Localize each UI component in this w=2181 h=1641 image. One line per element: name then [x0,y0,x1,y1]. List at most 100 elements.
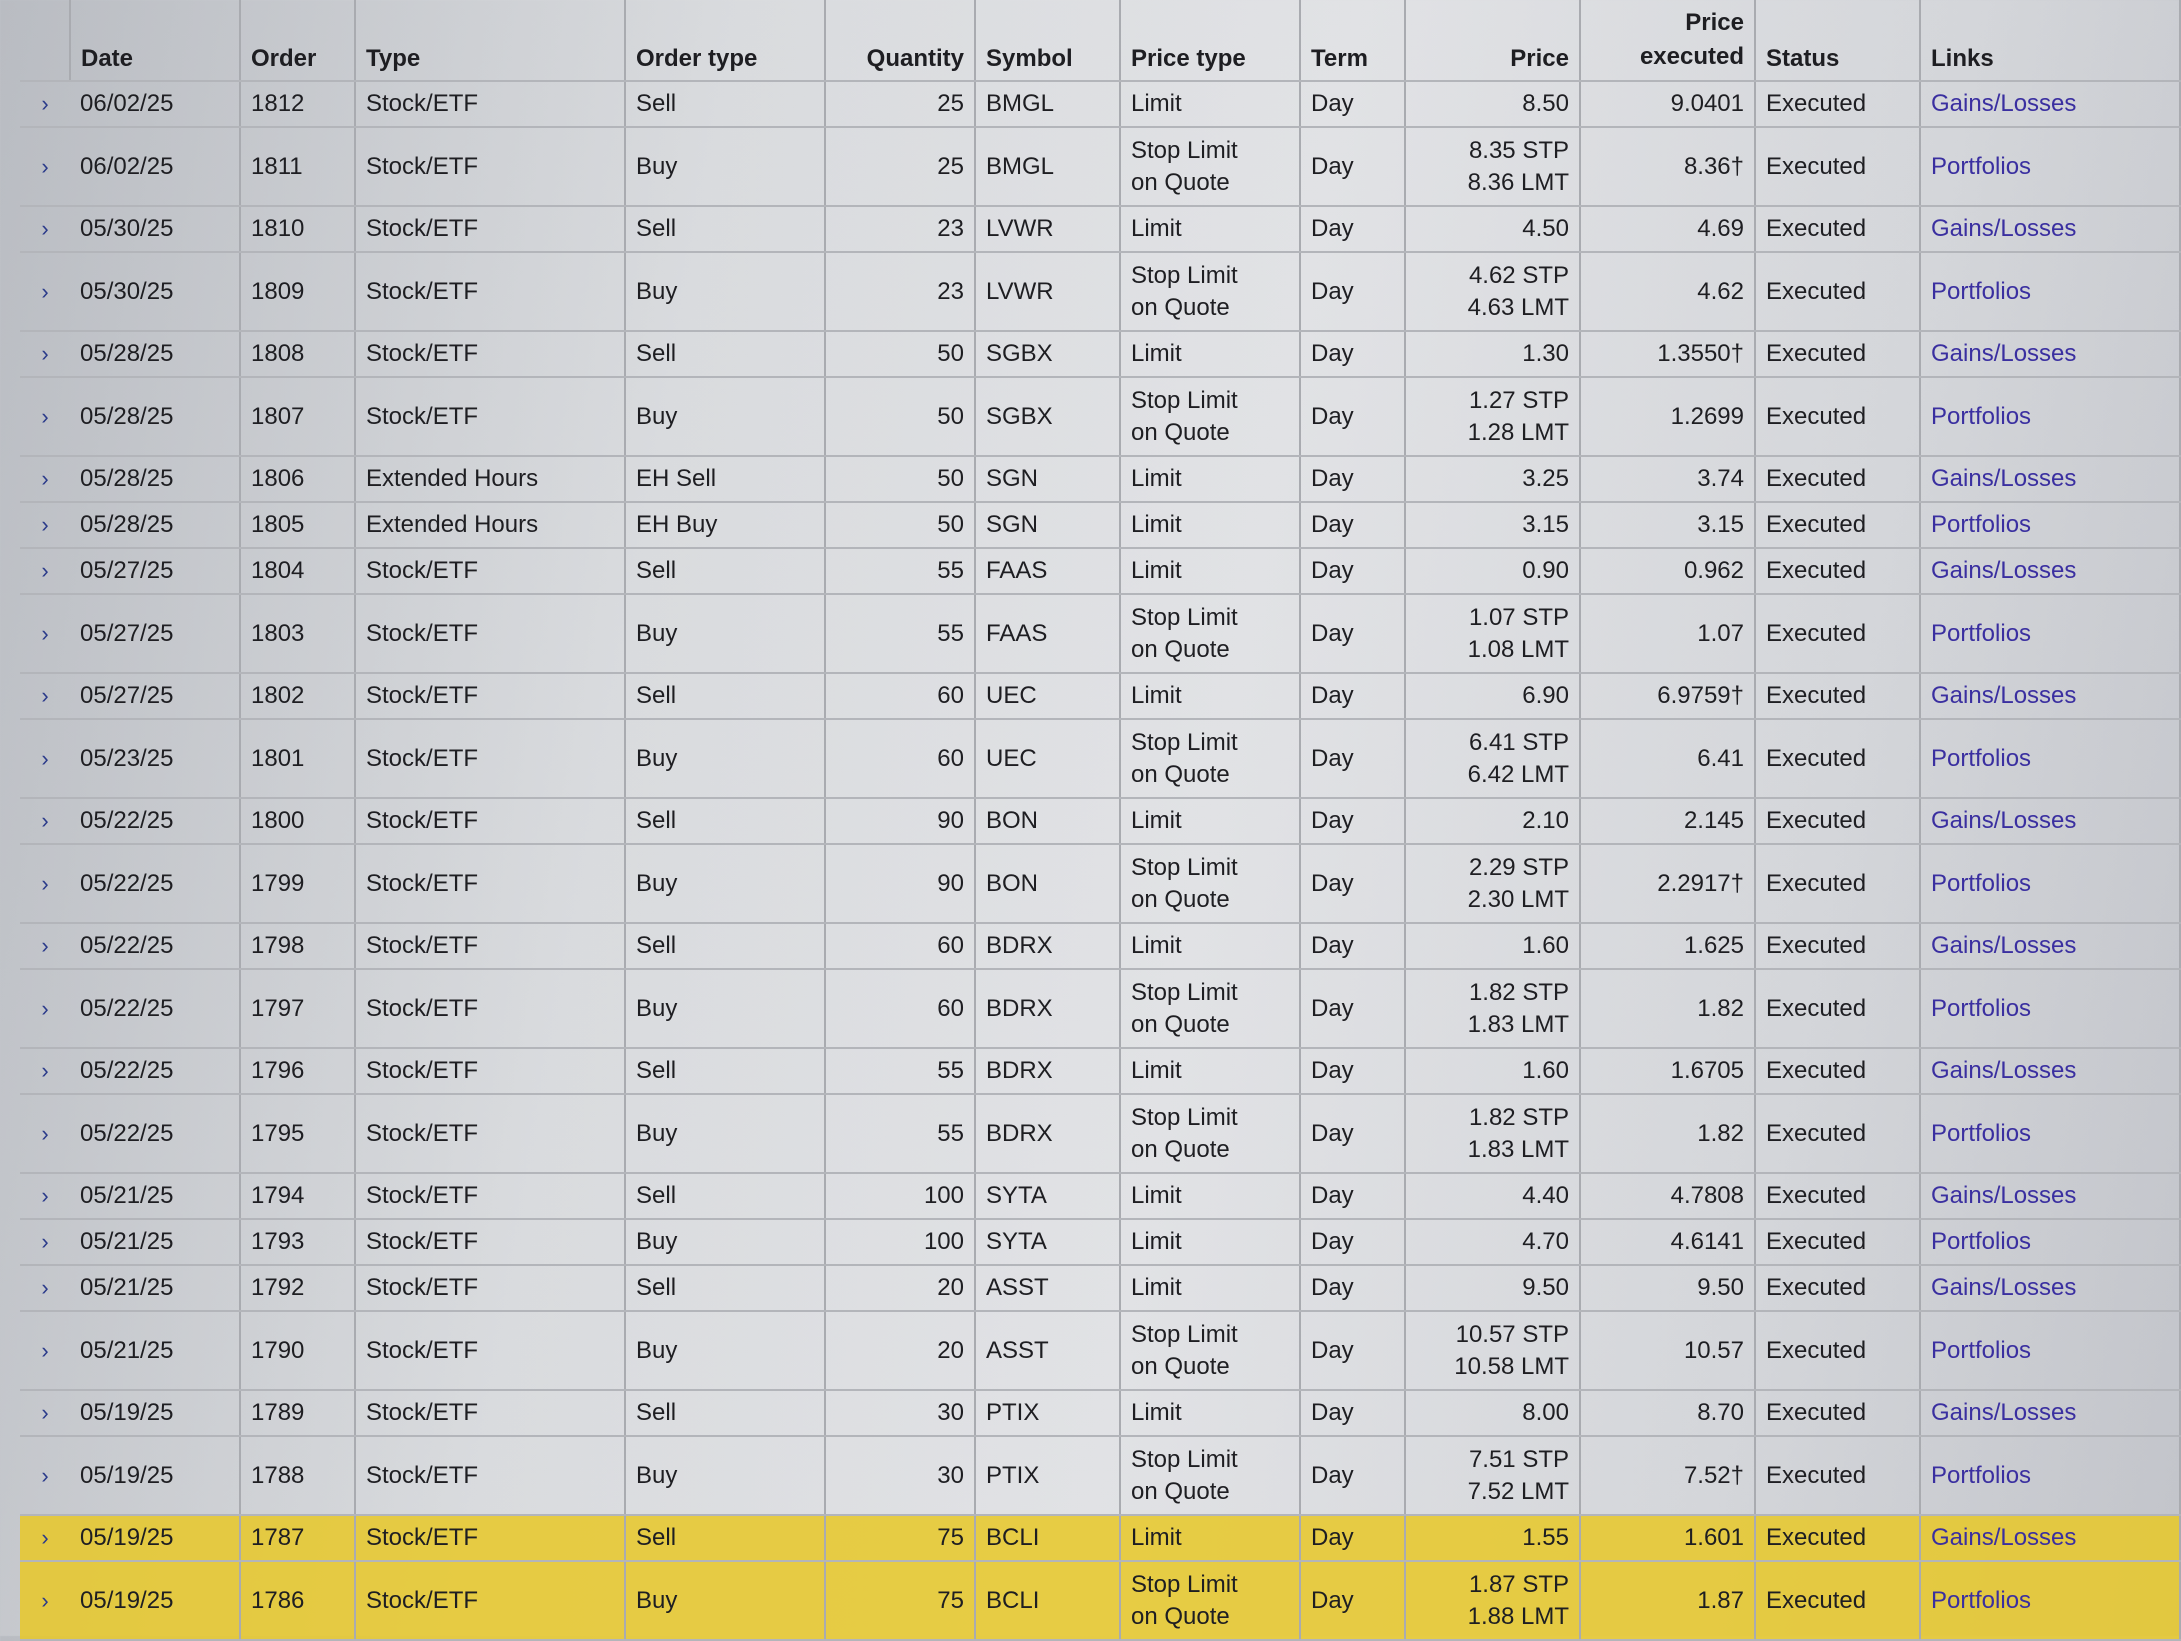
chevron-right-icon: › [41,1337,49,1363]
expand-row-button[interactable]: › [20,206,70,253]
portfolios-link[interactable]: Portfolios [1931,869,2032,897]
portfolios-link[interactable]: Portfolios [1931,1336,2032,1364]
portfolios-link[interactable]: Portfolios [1931,511,2032,538]
expand-row-button[interactable]: › [20,1311,70,1391]
links-cell: Portfolios [1920,1311,2181,1391]
type-cell: Extended Hours [355,502,626,549]
gains-losses-link[interactable]: Gains/Losses [1931,1057,2077,1084]
links-cell: Portfolios [1920,844,2181,924]
price-executed-cell: 4.69 [1580,206,1756,253]
expand-row-button[interactable]: › [20,1048,70,1095]
gains-losses-link[interactable]: Gains/Losses [1931,1399,2077,1426]
links-cell: Portfolios [1920,127,2181,207]
portfolios-link[interactable]: Portfolios [1931,152,2032,180]
table-row: › 05/21/25 1794 Stock/ETF Sell 100 SYTA Limit Da… [20,1173,2181,1220]
price-cell: 9.50 [1405,1265,1581,1312]
links-cell: Portfolios [1920,502,2181,549]
price-cell: 4.40 [1405,1173,1581,1220]
term-cell: Day [1300,969,1406,1049]
table-row: › 05/30/25 1810 Stock/ETF Sell 23 LVWR Limit Day… [20,206,2181,253]
gains-losses-link[interactable]: Gains/Losses [1931,215,2077,242]
expand-row-button[interactable]: › [20,844,70,924]
price-line: 9.50 [1522,1274,1569,1301]
gains-losses-link[interactable]: Gains/Losses [1931,932,2077,959]
expand-row-button[interactable]: › [20,81,70,128]
term-cell: Day [1300,673,1406,720]
price-line: 3.15 [1522,511,1569,538]
gains-losses-link[interactable]: Gains/Losses [1931,1182,2077,1209]
expand-row-button[interactable]: › [20,969,70,1049]
type-cell: Stock/ETF [355,1219,626,1266]
gains-losses-link[interactable]: Gains/Losses [1931,1274,2077,1301]
symbol-cell: SGBX [975,331,1121,378]
expand-row-button[interactable]: › [20,502,70,549]
type-cell: Stock/ETF [355,1561,626,1641]
expand-row-button[interactable]: › [20,594,70,674]
type-cell: Stock/ETF [355,844,626,924]
order-cell: 1808 [240,331,356,378]
expand-row-button[interactable]: › [20,1094,70,1174]
order-cell: 1802 [240,673,356,720]
price-line: 1.08 LMT [1467,635,1569,663]
price-executed-cell: 1.3550† [1580,331,1756,378]
expand-row-button[interactable]: › [20,1515,70,1562]
order-type-cell: Buy [625,844,826,924]
gains-losses-link[interactable]: Gains/Losses [1931,807,2077,834]
gains-losses-link[interactable]: Gains/Losses [1931,90,2077,117]
column-header-price-executed: Price executed [1580,0,1756,82]
portfolios-link[interactable]: Portfolios [1931,1461,2032,1489]
expand-row-button[interactable]: › [20,456,70,503]
portfolios-link[interactable]: Portfolios [1931,619,2032,647]
expand-row-button[interactable]: › [20,1173,70,1220]
price-type-line: Stop Limit [1131,1445,1238,1473]
expand-row-button[interactable]: › [20,719,70,799]
status-cell: Executed [1755,1390,1921,1437]
gains-losses-link[interactable]: Gains/Losses [1931,682,2077,709]
chevron-right-icon: › [41,278,49,304]
order-cell: 1792 [240,1265,356,1312]
expand-row-button[interactable]: › [20,1561,70,1641]
gains-losses-link[interactable]: Gains/Losses [1931,465,2077,492]
order-type-cell: Sell [625,1515,826,1562]
portfolios-link[interactable]: Portfolios [1931,1228,2032,1255]
gains-losses-link[interactable]: Gains/Losses [1931,1524,2077,1551]
price-executed-cell: 2.145 [1580,798,1756,845]
portfolios-link[interactable]: Portfolios [1931,1586,2032,1614]
chevron-right-icon: › [41,745,49,771]
table-row: › 05/19/25 1786 Stock/ETF Buy 75 BCLI Stop Limi… [20,1561,2181,1641]
portfolios-link[interactable]: Portfolios [1931,1119,2032,1147]
table-row: › 06/02/25 1812 Stock/ETF Sell 25 BMGL Limit Day… [20,81,2181,128]
date-cell: 05/22/25 [70,969,241,1049]
price-line: 10.57 STP [1455,1320,1569,1348]
price-type-line: Limit [1131,1274,1182,1301]
portfolios-link[interactable]: Portfolios [1931,994,2032,1022]
chevron-right-icon: › [41,1525,49,1550]
gains-losses-link[interactable]: Gains/Losses [1931,557,2077,584]
expand-row-button[interactable]: › [20,252,70,332]
order-cell: 1786 [240,1561,356,1641]
expand-row-button[interactable]: › [20,1390,70,1437]
expand-row-button[interactable]: › [20,127,70,207]
price-executed-cell: 4.6141 [1580,1219,1756,1266]
expand-row-button[interactable]: › [20,1219,70,1266]
expand-row-button[interactable]: › [20,1436,70,1516]
expand-row-button[interactable]: › [20,923,70,970]
expand-row-button[interactable]: › [20,798,70,845]
expand-row-button[interactable]: › [20,1265,70,1312]
portfolios-link[interactable]: Portfolios [1931,744,2032,772]
order-cell: 1804 [240,548,356,595]
portfolios-link[interactable]: Portfolios [1931,402,2032,430]
type-cell: Stock/ETF [355,1265,626,1312]
expand-row-button[interactable]: › [20,331,70,378]
quantity-cell: 60 [825,719,976,799]
expand-row-button[interactable]: › [20,548,70,595]
expand-row-button[interactable]: › [20,377,70,457]
symbol-cell: BCLI [975,1515,1121,1562]
price-cell: 3.25 [1405,456,1581,503]
table-row: › 05/28/25 1808 Stock/ETF Sell 50 SGBX Limit Day… [20,331,2181,378]
price-cell: 4.70 [1405,1219,1581,1266]
term-cell: Day [1300,81,1406,128]
portfolios-link[interactable]: Portfolios [1931,277,2032,305]
gains-losses-link[interactable]: Gains/Losses [1931,340,2077,367]
expand-row-button[interactable]: › [20,673,70,720]
